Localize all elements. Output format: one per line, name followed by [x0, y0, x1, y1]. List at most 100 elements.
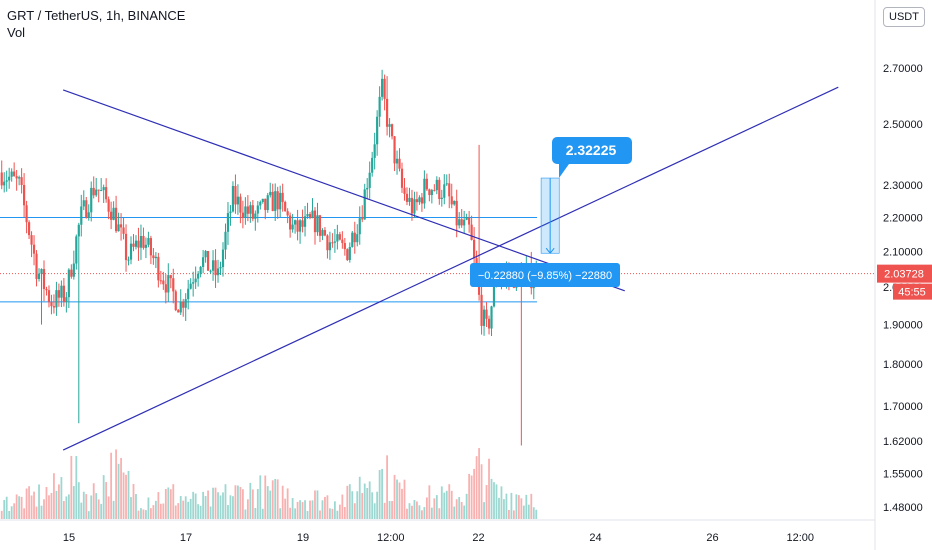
volume-bar	[142, 509, 145, 519]
candle-body	[152, 255, 155, 259]
volume-bar	[289, 507, 292, 519]
candle-body	[348, 246, 351, 260]
volume-bar	[70, 455, 73, 519]
candle-body	[226, 213, 230, 232]
volume-bar	[132, 483, 135, 519]
candle-body	[194, 278, 197, 283]
candle-body	[274, 191, 277, 212]
volume-bar	[428, 485, 431, 519]
y-tick-label: 1.62000	[883, 436, 923, 448]
currency-badge[interactable]: USDT	[883, 7, 925, 27]
volume-bar	[532, 507, 535, 519]
volume-bar	[527, 504, 530, 519]
volume-bar	[366, 487, 369, 519]
volume-bar	[264, 475, 267, 519]
volume-bar	[396, 479, 398, 519]
candle-body	[139, 235, 143, 248]
volume-bar	[490, 478, 493, 519]
measure-readout-label: −0.22880 (−9.85%) −22880	[478, 270, 612, 282]
volume-bar	[48, 495, 50, 519]
volume-bar	[488, 458, 490, 519]
volume-bar	[358, 476, 361, 519]
candle-body	[323, 230, 327, 236]
volume-bar	[510, 492, 513, 519]
candle-body	[321, 230, 324, 236]
current-price-value: 2.03728	[884, 269, 924, 281]
candle-body	[376, 116, 379, 145]
candle-body	[3, 181, 6, 186]
volume-bar	[125, 474, 127, 519]
volume-bar	[72, 486, 75, 519]
volume-bar	[425, 497, 428, 519]
volume-bar	[455, 499, 458, 519]
candle-body	[256, 205, 259, 214]
candle-body	[82, 200, 85, 207]
volume-bar	[463, 505, 466, 519]
candle-body	[132, 243, 135, 247]
volume-bar	[177, 503, 180, 519]
candle-body	[206, 250, 210, 271]
candle-body	[311, 210, 314, 218]
candle-body	[18, 177, 21, 179]
candle-body	[209, 270, 212, 272]
volume-bar	[60, 477, 63, 519]
volume-bar	[522, 505, 525, 519]
volume-bar	[403, 479, 406, 519]
candle-body	[286, 211, 289, 216]
candle-body	[455, 200, 458, 226]
x-tick-label: 12:00	[786, 532, 814, 544]
volume-bar	[135, 494, 137, 519]
volume-bar	[406, 508, 408, 519]
candle-body	[154, 256, 157, 259]
candle-body	[95, 189, 98, 196]
volume-bar	[503, 499, 505, 519]
candle-body	[187, 288, 190, 300]
candle-body	[100, 190, 103, 192]
candle-body	[70, 269, 73, 277]
volume-bar	[164, 488, 167, 519]
volume-bar	[137, 510, 140, 519]
candle-body	[276, 191, 279, 210]
candle-body	[303, 216, 307, 227]
volume-bar	[194, 493, 197, 519]
volume-bar	[329, 508, 331, 519]
volume-bar	[50, 493, 53, 519]
candle-body	[45, 288, 48, 291]
volume-bar	[393, 474, 396, 519]
candle-body	[144, 244, 148, 248]
volume-bar	[301, 502, 304, 519]
volume-bar	[222, 492, 224, 519]
volume-bar	[80, 502, 83, 519]
candle-body	[390, 124, 394, 137]
volume-bar	[279, 508, 282, 519]
volume-bar	[433, 498, 436, 519]
volume-bar	[237, 485, 239, 519]
volume-bar	[261, 508, 264, 519]
volume-bar	[30, 495, 33, 519]
volume-bar	[53, 473, 55, 519]
volume-bar	[55, 490, 58, 519]
volume-bar	[438, 508, 441, 519]
candle-body	[490, 306, 493, 329]
candle-body	[107, 199, 110, 212]
candle-body	[189, 283, 192, 289]
y-tick-label: 1.48000	[883, 502, 923, 514]
volume-bar	[448, 484, 451, 519]
volume-bar	[77, 482, 80, 519]
candle-body	[388, 124, 391, 127]
volume-bar	[87, 511, 90, 519]
volume-bar	[174, 505, 177, 519]
candle-body	[80, 206, 83, 225]
candle-body	[219, 267, 222, 269]
volume-bar	[130, 497, 132, 519]
volume-bar	[5, 496, 8, 519]
volume-bar	[266, 486, 269, 519]
volume-bar	[13, 503, 16, 519]
volume-bar	[102, 475, 105, 519]
volume-bar	[296, 501, 299, 519]
candle-body	[458, 219, 461, 226]
candle-body	[167, 275, 170, 293]
volume-bar	[351, 491, 354, 519]
volume-bar	[371, 492, 374, 519]
